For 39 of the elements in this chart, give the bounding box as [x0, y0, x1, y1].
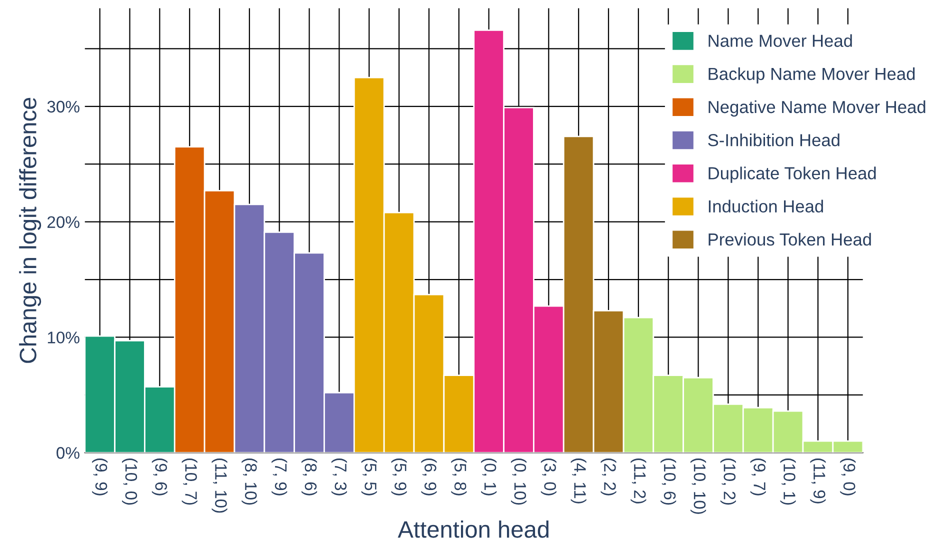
- x-tick-label: (0, 1): [481, 458, 497, 496]
- x-tick-label: (8, 6): [302, 458, 318, 496]
- legend-label: Backup Name Mover Head: [708, 67, 915, 84]
- x-tick-label: (9, 6): [152, 458, 168, 496]
- legend-label: S-Inhibition Head: [708, 134, 840, 146]
- y-tick-label: 0%: [56, 447, 80, 459]
- x-tick-label: (3, 0): [540, 458, 556, 496]
- x-tick-label: (7, 9): [272, 458, 288, 496]
- x-tick-label: (5, 9): [391, 458, 407, 496]
- x-tick-label: (6, 9): [421, 458, 437, 496]
- x-tick-label: (9, 9): [92, 458, 108, 496]
- y-tick-label: 10%: [48, 332, 80, 344]
- x-axis-title: Attention head: [398, 520, 548, 538]
- x-tick-label: (8, 10): [242, 458, 258, 505]
- x-tick-label: (7, 3): [331, 458, 347, 496]
- x-tick-label: (10, 6): [660, 458, 676, 505]
- x-tick-label: (10, 0): [122, 458, 138, 505]
- legend-label: Induction Head: [708, 200, 823, 213]
- x-tick-label: (11, 9): [810, 458, 826, 504]
- y-tick-label: 20%: [47, 216, 80, 228]
- x-tick-label: (9, 7): [750, 458, 766, 496]
- y-tick-label: 30%: [47, 100, 80, 113]
- legend-label: Duplicate Token Head: [708, 166, 876, 183]
- x-tick-label: (10, 7): [182, 458, 198, 505]
- x-tick-label: (11, 10): [212, 458, 228, 513]
- x-tick-label: (4, 11): [570, 458, 586, 504]
- x-tick-label: (10, 2): [720, 458, 736, 505]
- x-tick-label: (10, 10): [690, 458, 706, 514]
- x-tick-label: (5, 8): [451, 458, 467, 496]
- x-tick-label: (11, 2): [630, 458, 646, 504]
- x-tick-label: (10, 1): [780, 458, 796, 505]
- x-tick-label: (0, 10): [510, 458, 527, 505]
- x-tick-label: (9, 0): [840, 458, 856, 496]
- x-tick-label: (5, 5): [361, 458, 377, 496]
- legend-label: Previous Token Head: [708, 232, 871, 246]
- legend-label: Negative Name Mover Head: [708, 100, 926, 117]
- x-tick-label: (2, 2): [600, 458, 616, 496]
- y-axis-title: Change in logit difference: [19, 98, 42, 363]
- legend-label: Name Mover Head: [708, 34, 852, 47]
